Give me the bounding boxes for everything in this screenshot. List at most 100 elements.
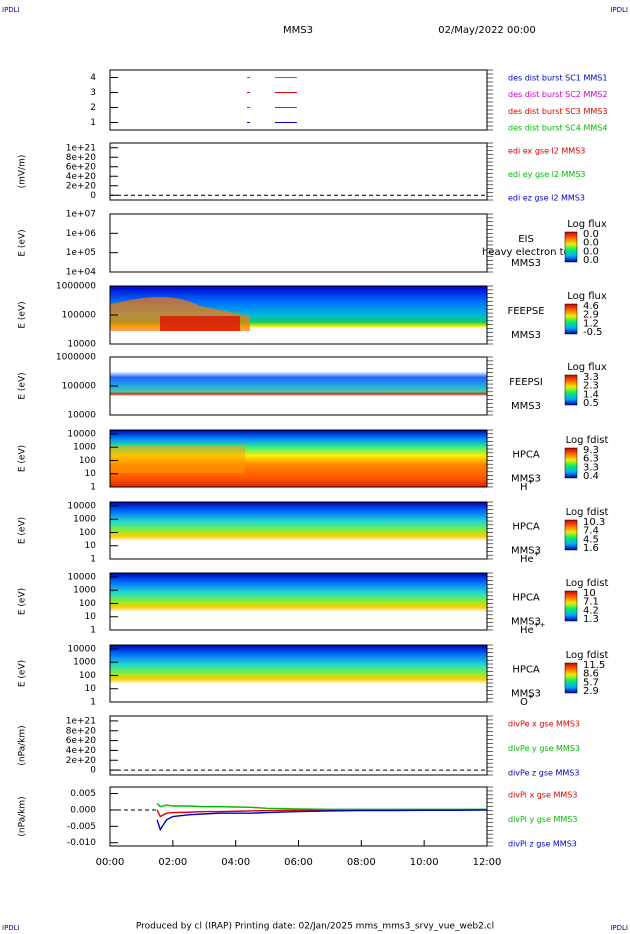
corner-label: IPDLI [610, 6, 628, 14]
colorbar-tick-label: 3.3 [583, 372, 599, 383]
y-tick-label: 100 [79, 528, 96, 538]
colorbar-tick-label: 1.4 [583, 389, 599, 400]
instrument-label: HPCA [512, 522, 540, 533]
y-axis-label: E (eV) [18, 660, 28, 687]
y-tick-label: 6e+20 [66, 162, 97, 172]
x-tick-label: 08:00 [347, 857, 376, 868]
y-tick-label: 10000 [67, 429, 96, 439]
corner-label: IPDLI [2, 6, 20, 14]
instrument-label: FEEPSI [509, 377, 543, 388]
species-charge: ++ [534, 621, 546, 629]
panel-frame [109, 644, 488, 703]
colorbar-tick-label: 4.6 [583, 301, 599, 312]
colorbar-tick-label: 4.2 [583, 605, 599, 616]
panel-frame [109, 572, 488, 631]
panel-frame [109, 213, 488, 273]
y-tick-label: 10 [85, 541, 97, 551]
y-tick-label: 10 [85, 469, 97, 479]
footer-text: Produced by cl (IRAP) Printing date: 02/… [136, 922, 494, 932]
y-tick-label: 3 [90, 88, 96, 98]
legend-entry: divPe y gse MMS3 [508, 744, 580, 753]
y-tick-label: 1000000 [56, 282, 96, 292]
colorbar-tick-label: 0.4 [583, 471, 599, 482]
y-tick-label: 4 [90, 73, 96, 83]
y-tick-label: 1000 [73, 515, 96, 525]
spacecraft-label: MMS3 [511, 258, 541, 269]
colorbar-tick-label: 6.3 [583, 454, 599, 465]
date: 02/May/2022 00:00 [438, 25, 536, 36]
x-tick-label: 02:00 [158, 857, 187, 868]
colorbar-tick-label: 2.3 [583, 381, 599, 392]
spacecraft-label: MMS3 [511, 546, 541, 557]
y-tick-label: 10000 [67, 572, 96, 582]
y-tick-label: 0 [90, 766, 96, 776]
panel-frame [109, 501, 488, 560]
instrument-label: HPCA [512, 665, 540, 676]
spectrogram [110, 645, 487, 702]
legend-entry: divPe z gse MMS3 [508, 769, 579, 778]
species-charge: + [528, 693, 534, 701]
colorbar-tick-label: 11.5 [583, 660, 605, 671]
spectrogram [110, 502, 487, 559]
y-tick-label: 1e+06 [66, 229, 97, 239]
y-tick-label: 1 [90, 698, 96, 708]
colorbar-tick-label: 10.3 [583, 517, 605, 528]
y-axis-label: E (eV) [18, 588, 28, 615]
y-tick-label: 0.005 [70, 789, 96, 799]
y-axis-label: E (eV) [18, 445, 28, 472]
y-tick-label: 2e+20 [66, 756, 97, 766]
y-tick-label: 100000 [62, 311, 97, 321]
legend-entry: divPi y gse MMS3 [508, 815, 577, 824]
y-axis-label: E (eV) [18, 372, 28, 399]
legend-entry: des dist burst SC2 MMS2 [508, 90, 607, 99]
colorbar-tick-label: 3.3 [583, 462, 599, 473]
y-tick-label: 1e+21 [66, 143, 96, 153]
y-tick-label: -0.005 [67, 822, 96, 832]
colorbar [564, 374, 578, 406]
panel-frame [109, 715, 488, 776]
x-tick-label: 10:00 [410, 857, 439, 868]
colorbar [564, 447, 578, 479]
colorbar-title: Log flux [567, 219, 607, 230]
colorbar-tick-label: 7.1 [583, 597, 599, 608]
y-tick-label: 10000 [67, 644, 96, 654]
y-axis-label: (mV/m) [18, 155, 28, 189]
legend-entry: des dist burst SC3 MMS3 [508, 107, 607, 116]
y-tick-label: 10000 [67, 411, 96, 421]
legend-entry: divPi x gse MMS3 [508, 791, 577, 800]
spectrogram-feature [160, 316, 240, 331]
colorbar-title: Log flux [567, 362, 607, 373]
panel-frame [109, 142, 488, 201]
legend-entry: edi ez gse l2 MMS3 [508, 194, 585, 203]
corner-label: IPDLI [610, 924, 628, 932]
note: heavy electron to [482, 247, 570, 258]
instrument-label: FEEPSE [507, 306, 544, 317]
y-tick-label: 1000 [73, 658, 96, 668]
y-tick-label: 2 [90, 103, 96, 113]
y-tick-label: 100 [79, 599, 96, 609]
colorbar [564, 303, 578, 335]
colorbar-tick-label: -0.5 [583, 327, 603, 338]
legend-entry: divPi z gse MMS3 [508, 840, 577, 849]
y-tick-label: 1 [90, 483, 96, 493]
species-label: O+ [520, 693, 534, 708]
y-axis-label: (nPa/km) [18, 796, 28, 836]
species-charge: + [528, 478, 534, 486]
x-tick-label: 04:00 [221, 857, 250, 868]
x-tick-label: 00:00 [96, 857, 125, 868]
legend-entry: divPe x gse MMS3 [508, 720, 580, 729]
y-tick-label: 8e+20 [66, 153, 97, 163]
y-tick-label: 1000 [73, 586, 96, 596]
colorbar-tick-label: 1.6 [583, 543, 599, 554]
colorbar-tick-label: 1.3 [583, 614, 599, 625]
y-tick-label: 1e+07 [66, 210, 96, 220]
colorbar-tick-label: 8.6 [583, 669, 599, 680]
x-tick-label: 12:00 [473, 857, 502, 868]
species-label: He+ [520, 550, 540, 565]
legend-entry: des dist burst SC4 MMS4 [508, 124, 607, 133]
species-label: He++ [520, 621, 546, 636]
instrument-label: HPCA [512, 450, 540, 461]
species-base: He [520, 625, 534, 636]
colorbar-tick-label: 0.0 [583, 255, 599, 266]
